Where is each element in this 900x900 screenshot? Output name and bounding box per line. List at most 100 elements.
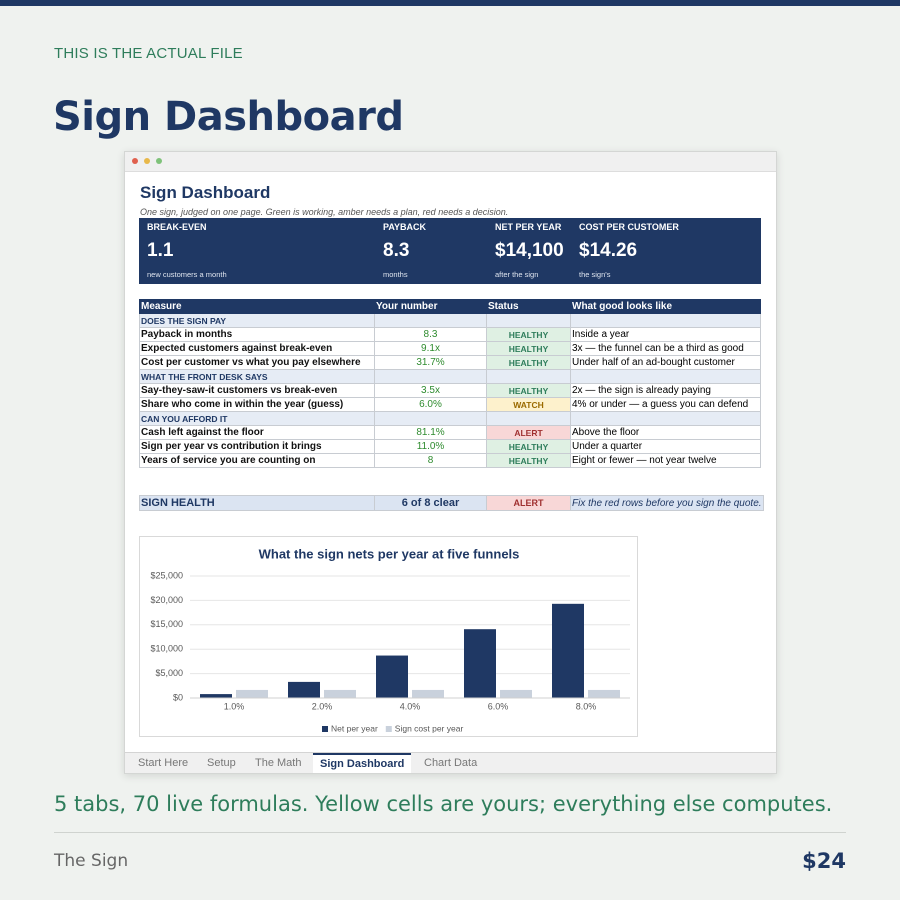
x-tick-label: 6.0% xyxy=(488,701,509,711)
sheet-tab[interactable]: Start Here xyxy=(138,757,189,769)
your-number: 11.0% xyxy=(374,439,487,454)
target: Eight or fewer — not year twelve xyxy=(570,453,761,468)
your-number: 9.1x xyxy=(374,341,487,356)
your-number: 6.0% xyxy=(374,397,487,412)
y-tick-label: $0 xyxy=(173,692,183,702)
status: WATCH xyxy=(486,397,571,412)
summary-row: SIGN HEALTH 6 of 8 clear ALERT Fix the red … xyxy=(139,495,764,511)
y-tick-label: $15,000 xyxy=(150,619,183,629)
price: $24 xyxy=(802,849,846,873)
your-number: 31.7% xyxy=(374,355,487,370)
section-row: CAN YOU AFFORD IT xyxy=(139,411,761,426)
target: Under half of an ad-bought customer xyxy=(570,355,761,370)
table-row: Payback in months 8.3 HEALTHY Inside a year xyxy=(139,327,761,342)
column-header: Your number xyxy=(374,299,487,314)
legend-label: Net per year xyxy=(331,723,378,733)
measure: Share who come in within the year (guess… xyxy=(139,397,375,412)
empty-cell xyxy=(570,313,761,328)
section-row: DOES THE SIGN PAY xyxy=(139,313,761,328)
table-row: Cost per customer vs what you pay elsewh… xyxy=(139,355,761,370)
kpi-value: 8.3 xyxy=(383,240,410,261)
target: 3x — the funnel can be a third as good xyxy=(570,341,761,356)
page-title: Sign Dashboard xyxy=(53,94,404,140)
empty-cell xyxy=(486,411,571,426)
divider xyxy=(54,832,846,833)
legend-swatch xyxy=(322,726,328,732)
kpi-note: after the sign xyxy=(495,270,539,279)
sheet-tab[interactable]: Chart Data xyxy=(424,757,478,769)
your-number: 8.3 xyxy=(374,327,487,342)
your-number: 81.1% xyxy=(374,425,487,440)
measure: Payback in months xyxy=(139,327,375,342)
empty-cell xyxy=(570,411,761,426)
status: HEALTHY xyxy=(486,439,571,454)
bar xyxy=(500,689,532,698)
product-name: The Sign xyxy=(54,851,129,871)
measure: Years of service you are counting on xyxy=(139,453,375,468)
window-dot xyxy=(144,158,150,164)
column-header: Status xyxy=(486,299,571,314)
legend-swatch xyxy=(385,726,392,732)
status: ALERT xyxy=(486,425,571,440)
table-row: Cash left against the floor 81.1% ALERT Abo… xyxy=(139,425,761,440)
status: HEALTHY xyxy=(486,327,571,342)
table-row: Sign per year vs contribution it brings 1… xyxy=(139,439,761,454)
sheet-tab[interactable]: Setup xyxy=(207,757,236,769)
measure: Expected customers against break-even xyxy=(139,341,375,356)
sheet-tabs: Start Here Setup The Math Sign Dashboard Cha… xyxy=(125,752,776,773)
bar xyxy=(412,689,444,698)
y-tick-label: $25,000 xyxy=(150,570,183,580)
target: 2x — the sign is already paying xyxy=(570,383,761,398)
kpi-note: new customers a month xyxy=(147,270,227,279)
measure: Sign per year vs contribution it brings xyxy=(139,439,375,454)
table-row: Say-they-saw-it customers vs break-even 3… xyxy=(139,383,761,398)
bar xyxy=(464,629,496,698)
summary-row: SIGN HEALTH 6 of 8 clear ALERT Fix the red … xyxy=(139,495,764,511)
chart: What the sign nets per year at five funn… xyxy=(150,546,630,733)
section-row: WHAT THE FRONT DESK SAYS xyxy=(139,369,761,384)
tagline: 5 tabs, 70 live formulas. Yellow cells a… xyxy=(54,792,833,816)
sheet-tab[interactable]: The Math xyxy=(255,757,302,769)
kpi-band: BREAK-EVEN 1.1 new customers a month PAYBAC… xyxy=(139,218,761,284)
empty-cell xyxy=(486,369,571,384)
your-number: 8 xyxy=(374,453,487,468)
summary-cell: 6 of 8 clear xyxy=(374,495,487,511)
kpi-note: months xyxy=(383,270,408,279)
table-row: Years of service you are counting on 8 HEA… xyxy=(139,453,761,468)
x-tick-label: 2.0% xyxy=(312,701,333,711)
kpi-note: the sign's xyxy=(579,270,611,279)
measure: Say-they-saw-it customers vs break-even xyxy=(139,383,375,398)
chart-box: What the sign nets per year at five funn… xyxy=(139,536,638,737)
bar xyxy=(200,694,232,698)
section-name: CAN YOU AFFORD IT xyxy=(139,411,375,426)
measure: Cost per customer vs what you pay elsewh… xyxy=(139,355,375,370)
y-tick-label: $20,000 xyxy=(150,595,183,605)
status: HEALTHY xyxy=(486,341,571,356)
window-dot xyxy=(156,158,162,164)
empty-cell xyxy=(570,369,761,384)
kpi-label: NET PER YEAR xyxy=(495,222,562,232)
header-row: Measure Your number Status What good looks … xyxy=(139,299,761,314)
measure: Cash left against the floor xyxy=(139,425,375,440)
target: 4% or under — a guess you can defend xyxy=(570,397,761,412)
legend-label: Sign cost per year xyxy=(395,723,464,733)
empty-cell xyxy=(374,313,487,328)
status: HEALTHY xyxy=(486,453,571,468)
empty-cell xyxy=(374,411,487,426)
section-name: DOES THE SIGN PAY xyxy=(139,313,375,328)
kpi-label: COST PER CUSTOMER xyxy=(579,222,679,232)
x-tick-label: 8.0% xyxy=(576,701,597,711)
eyebrow: THIS IS THE ACTUAL FILE xyxy=(54,45,243,62)
kpi-value: $14.26 xyxy=(579,240,638,261)
y-tick-label: $10,000 xyxy=(150,644,183,654)
section-name: WHAT THE FRONT DESK SAYS xyxy=(139,369,375,384)
kpi-label: PAYBACK xyxy=(383,222,427,232)
empty-cell xyxy=(374,369,487,384)
x-tick-label: 4.0% xyxy=(400,701,421,711)
sheet-tab[interactable]: Sign Dashboard xyxy=(313,753,412,773)
sheet-title: Sign Dashboard xyxy=(140,183,271,202)
bar xyxy=(552,603,584,698)
summary-cell: Fix the red rows before you sign the quo… xyxy=(570,495,764,511)
window-dot xyxy=(132,158,138,164)
